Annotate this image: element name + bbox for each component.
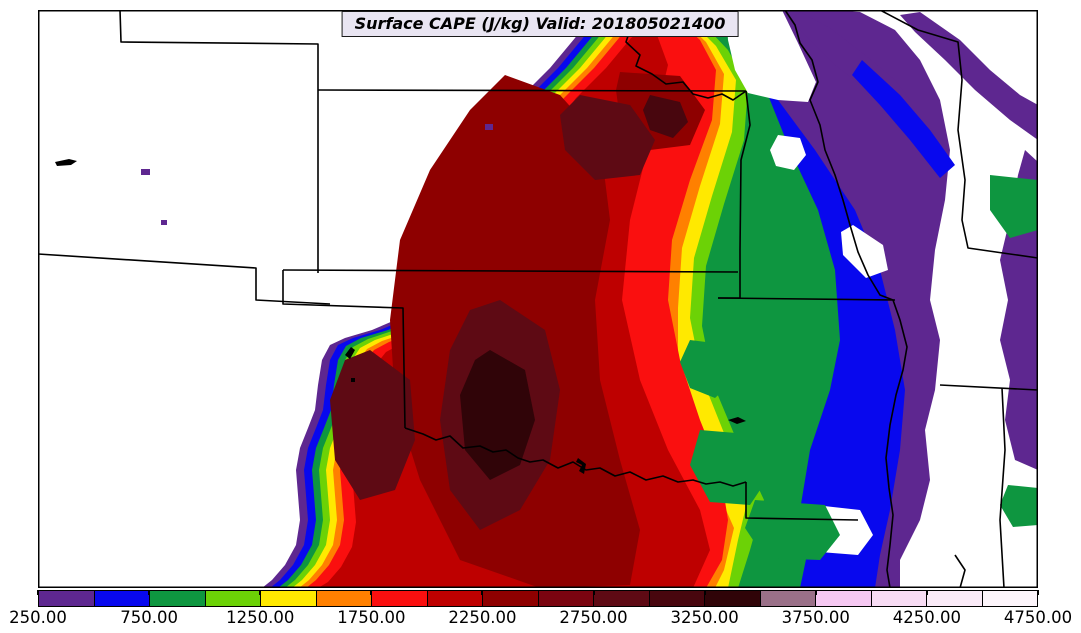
colorbar-segment [316,591,372,606]
state-line-texas-arkansas-louisiana [745,482,859,521]
colorbar-segment [871,591,927,606]
map-title: Surface CAPE (J/kg) Valid: 201805021400 [341,11,739,37]
colorbar-tick-label: 1250.00 [226,608,295,627]
colorbar-segment [427,591,483,606]
state-line-kentucky-tennessee [939,384,1038,391]
purple-speck-fringe [485,124,493,130]
purple-speck-west-b [161,220,167,225]
state-line-tennessee-mississippi [999,387,1006,588]
colorbar-tick-label: 1750.00 [337,608,406,627]
cape-darkmaroon-2750-3000-c [330,350,415,500]
green-patch-arkansas-b [745,500,840,560]
lakes [55,159,746,474]
state-line-kansas-oklahoma [282,269,739,273]
colorbar-tick-label: 250.00 [9,608,67,627]
colorbar-tick-label: 4750.00 [1003,608,1073,627]
colorbar-tick-label: 2250.00 [448,608,517,627]
colorbar-tick-label: 750.00 [120,608,178,627]
colorbar-segment [150,591,206,606]
state-line-red-river [404,427,747,487]
green-patch-arkansas-a [690,430,770,505]
state-line-oklahoma-panhandle [282,270,406,429]
lake-panhandle-a [345,347,355,359]
cape-map-svg [38,10,1038,588]
lake-panhandle-b [351,378,355,382]
clear-area-iowa [726,10,816,102]
state-line-illinois-east [879,10,1038,259]
colorbar-segment [982,591,1037,606]
green-patch-east-a [990,175,1038,238]
state-borders [38,10,1038,588]
blue-streak-northeast [852,60,955,178]
green-patch-arkansas-c [680,340,735,398]
state-line-missouri-west [718,90,751,299]
colorbar [38,590,1038,607]
green-patch-east-b [1000,485,1038,527]
colorbar-segment [483,591,539,606]
colorbar-segment [760,591,816,606]
clear-hole-missouri-b [841,225,888,278]
colorbar-segment [538,591,594,606]
colorbar-segment [261,591,317,606]
state-line-missouri-arkansas [717,297,896,301]
colorbar-tick-label: 3250.00 [670,608,739,627]
purple-streak-northeast-b [900,12,1038,140]
colorbar-segment [205,591,261,606]
clear-hole-missouri-a [770,135,806,170]
purple-speck-west-a [141,169,150,175]
cape-fill-regions [141,10,1038,588]
colorbar-segment [816,591,872,606]
lake-texoma [576,458,586,474]
colorbar-segment [649,591,705,606]
colorbar-segment [39,591,95,606]
colorbar-segment [94,591,150,606]
colorbar-tick-label: 2750.00 [559,608,628,627]
colorbar-tick-label: 3750.00 [781,608,850,627]
colorbar-labels: 250.00 750.00 1250.00 1750.00 2250.00 2750.00… [9,608,1072,630]
lake-arkansas [728,417,746,424]
colorbar-segment [927,591,983,606]
state-line-wyoming-colorado [38,253,331,305]
cape-darkmaroon-2750-3000-b [560,95,655,180]
colorbar-tick-label: 4250.00 [892,608,961,627]
colorbar-segment [594,591,650,606]
state-line-river-bottom [954,554,966,588]
state-line-mississippi-river [784,10,908,588]
state-line-wyoming-corner [119,10,319,273]
cape-darkmaroon-3000-3250 [643,95,688,138]
lake-west [55,159,77,166]
colorbar-segment [372,591,428,606]
cape-darkest-3250-3500 [460,350,535,480]
state-line-nebraska-kansas [317,89,747,92]
colorbar-segment [705,591,761,606]
